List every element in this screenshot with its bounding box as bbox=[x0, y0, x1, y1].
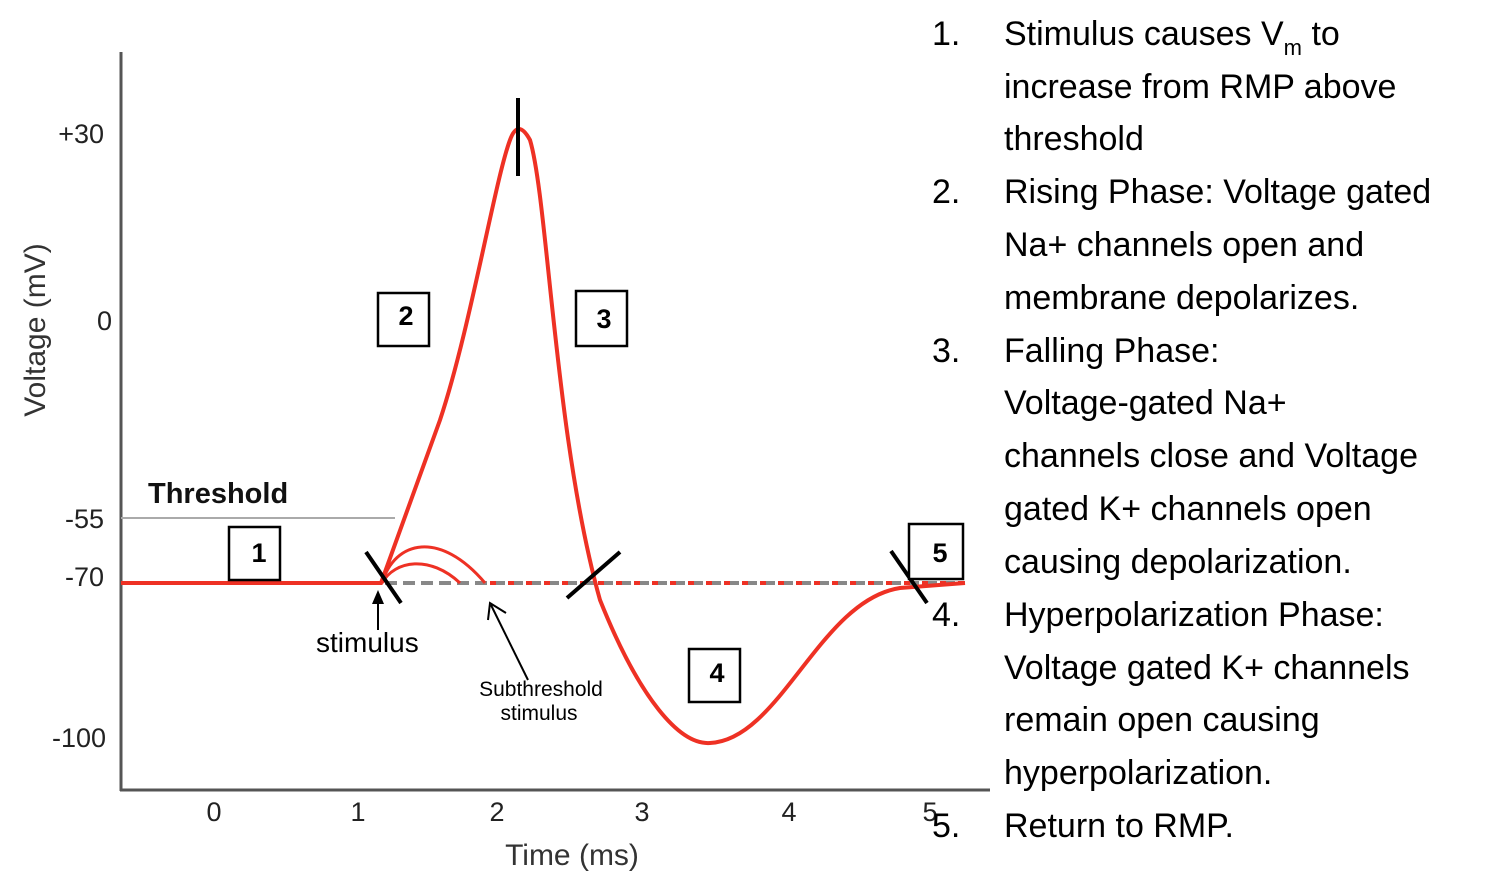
stimulus-arrowhead-icon bbox=[372, 590, 384, 604]
subthreshold-arrowhead-icon bbox=[487, 601, 507, 621]
step-text: Na+ channels open and bbox=[1004, 226, 1364, 264]
stimulus-label: stimulus bbox=[316, 627, 419, 658]
subthreshold-label: Subthreshold bbox=[479, 678, 603, 701]
phase-box-2: 2 bbox=[376, 291, 431, 348]
step-text: Voltage-gated Na+ bbox=[1004, 384, 1287, 422]
threshold-label: Threshold bbox=[148, 478, 288, 510]
phase-box-4: 4 bbox=[687, 647, 742, 704]
subthreshold-curve-small bbox=[380, 562, 462, 585]
x-tick-label: 3 bbox=[634, 797, 649, 827]
y-tick-label: +30 bbox=[58, 119, 104, 149]
step-text: Stimulus causes Vm to bbox=[1004, 15, 1340, 60]
svg-text:1: 1 bbox=[251, 538, 266, 568]
y-tick-label: -55 bbox=[65, 504, 104, 534]
y-axis-label: Voltage (mV) bbox=[19, 243, 52, 416]
step-text: membrane depolarizes. bbox=[1004, 279, 1359, 317]
y-tick-label: -70 bbox=[65, 562, 104, 592]
x-tick-label: 4 bbox=[781, 797, 796, 827]
step-text: causing depolarization. bbox=[1004, 543, 1352, 581]
phase-box-5: 5 bbox=[907, 522, 965, 581]
y-tick-label: -100 bbox=[52, 723, 106, 753]
step-number: 1. bbox=[932, 15, 960, 53]
step-text: gated K+ channels open bbox=[1004, 490, 1372, 528]
step-number: 2. bbox=[932, 173, 960, 211]
phase-marker bbox=[565, 550, 622, 600]
action-potential-trace bbox=[121, 127, 966, 746]
svg-text:5: 5 bbox=[932, 538, 947, 568]
step-text: Return to RMP. bbox=[1004, 807, 1234, 845]
step-text: Hyperpolarization Phase: bbox=[1004, 596, 1384, 634]
step-text: channels close and Voltage bbox=[1004, 437, 1418, 475]
svg-text:2: 2 bbox=[398, 301, 413, 331]
step-text: Voltage gated K+ channels bbox=[1004, 649, 1410, 687]
svg-text:3: 3 bbox=[596, 304, 611, 334]
phase-box-1: 1 bbox=[227, 525, 282, 582]
step-text: Falling Phase: bbox=[1004, 332, 1219, 370]
step-text: threshold bbox=[1004, 120, 1144, 158]
subthreshold-label: stimulus bbox=[500, 702, 577, 725]
step-text: Rising Phase: Voltage gated bbox=[1004, 173, 1431, 211]
x-tick-label: 2 bbox=[489, 797, 504, 827]
x-tick-label: 1 bbox=[350, 797, 365, 827]
phase-marker bbox=[364, 550, 403, 605]
y-tick-label: 0 bbox=[97, 306, 112, 336]
step-text: increase from RMP above bbox=[1004, 68, 1396, 106]
step-number: 5. bbox=[932, 807, 960, 845]
phase-box-3: 3 bbox=[574, 289, 629, 348]
step-number: 3. bbox=[932, 332, 960, 370]
svg-text:4: 4 bbox=[709, 658, 724, 688]
subthreshold-arrow bbox=[490, 604, 529, 681]
step-number: 4. bbox=[932, 596, 960, 634]
x-tick-label: 0 bbox=[206, 797, 221, 827]
step-text: hyperpolarization. bbox=[1004, 754, 1272, 792]
step-list: 1. Stimulus causes Vm to increase from R… bbox=[932, 15, 1431, 845]
x-axis-label: Time (ms) bbox=[505, 839, 639, 872]
x-tick-label: 5 bbox=[922, 797, 937, 827]
step-text: remain open causing bbox=[1004, 701, 1320, 739]
